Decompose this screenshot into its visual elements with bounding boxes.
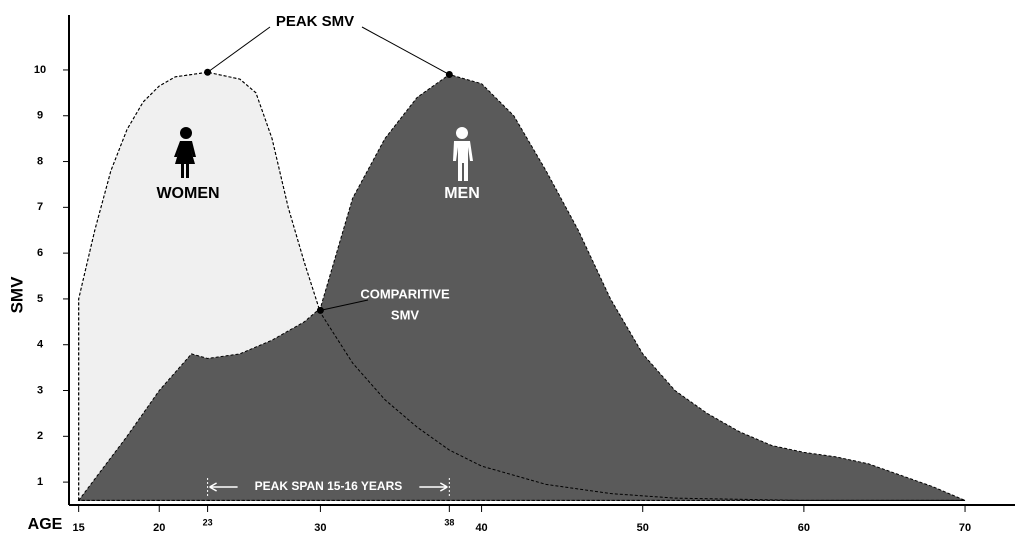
y-axis-label: SMV — [7, 276, 26, 314]
y-tick-label: 4 — [37, 339, 44, 351]
x-tick-label: 40 — [475, 522, 487, 534]
y-tick-label: 3 — [37, 384, 43, 396]
y-tick-label: 8 — [37, 155, 43, 167]
y-tick-label: 10 — [34, 64, 46, 76]
annotation: COMPARITIVE — [360, 286, 450, 301]
x-tick-label: 23 — [203, 517, 213, 527]
x-tick-label: 30 — [314, 522, 326, 534]
span-arrow — [209, 482, 448, 492]
peak-point — [445, 71, 453, 79]
x-tick-label: 20 — [153, 522, 165, 534]
y-tick-label: 6 — [37, 247, 43, 259]
y-tick-label: 5 — [37, 293, 43, 305]
woman-icon — [174, 127, 196, 178]
x-tick-label: 38 — [444, 517, 454, 527]
area — [77, 73, 966, 501]
x-tick-label: 50 — [637, 522, 649, 534]
series-label: WOMEN — [156, 185, 219, 202]
annotation: SMV — [391, 307, 420, 322]
y-tick-label: 7 — [37, 201, 43, 213]
leader-line — [320, 299, 369, 311]
y-tick-label: 1 — [37, 476, 43, 488]
annotation: PEAK SPAN 15-16 YEARS — [255, 479, 403, 493]
x-tick-label: 60 — [798, 522, 810, 534]
icons — [174, 127, 473, 181]
x-tick-label: 15 — [73, 522, 85, 534]
x-axis-label: AGE — [28, 516, 63, 533]
leader-line — [207, 26, 271, 73]
comparative-point — [316, 306, 324, 314]
annotation: PEAK SMV — [276, 13, 354, 30]
series-label: MEN — [444, 185, 480, 202]
man-icon — [453, 127, 473, 181]
area-outline — [78, 71, 966, 501]
leader-line — [361, 26, 450, 75]
y-tick-label: 2 — [37, 430, 43, 442]
peak-point — [204, 68, 212, 76]
y-tick-label: 9 — [37, 110, 43, 122]
x-tick-label: 70 — [959, 522, 971, 534]
